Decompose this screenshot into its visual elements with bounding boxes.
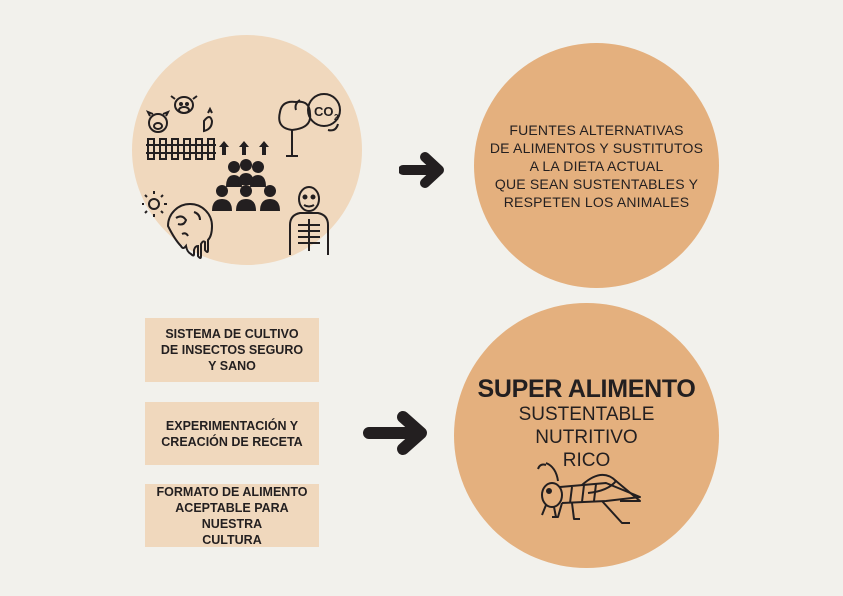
alternatives-text: FUENTES ALTERNATIVAS DE ALIMENTOS Y SUST… (490, 121, 703, 211)
alternatives-line: RESPETEN LOS ANIMALES (503, 193, 690, 210)
superfood-attribute: SUSTENTABLE (518, 404, 655, 425)
svg-text:CO: CO (314, 104, 334, 119)
superfood-attribute: RICO (562, 450, 611, 471)
arrow-right-icon (399, 152, 444, 188)
step-box-format: FORMATO DE ALIMENTO ACEPTABLE PARA NUEST… (145, 484, 319, 547)
alternatives-circle: FUENTES ALTERNATIVAS DE ALIMENTOS Y SUST… (474, 43, 719, 288)
superfood-title: SUPER ALIMENTO (477, 375, 696, 403)
problems-circle: CO 2 (132, 35, 362, 265)
step-box-cultivation: SISTEMA DE CULTIVO DE INSECTOS SEGURO Y … (145, 318, 319, 382)
alternatives-line: DE ALIMENTOS Y SUSTITUTOS (489, 139, 704, 156)
cricket-icon (537, 462, 641, 524)
co2-tree-icon: CO 2 (278, 93, 341, 157)
step-line: FORMATO DE ALIMENTO (156, 484, 308, 499)
step-line: EXPERIMENTACIÓN Y (165, 418, 299, 433)
alternatives-line: A LA DIETA ACTUAL (529, 157, 664, 174)
malnourished-person-icon (289, 186, 329, 255)
arrow-right-icon (363, 411, 427, 455)
livestock-icon (145, 95, 216, 160)
step-line: CREACIÓN DE RECETA (161, 434, 303, 449)
step-box-experimentation: EXPERIMENTACIÓN Y CREACIÓN DE RECETA (145, 402, 319, 465)
step-line: ACEPTABLE PARA NUESTRA (175, 500, 289, 531)
alternatives-line: QUE SEAN SUSTENTABLES Y (494, 175, 699, 192)
step-line: SISTEMA DE CULTIVO (165, 327, 299, 341)
step-line: Y SANO (208, 359, 256, 373)
population-growth-icon (212, 141, 280, 211)
superfood-attribute: NUTRITIVO (535, 427, 638, 448)
superfood-circle: SUPER ALIMENTO SUSTENTABLE NUTRITIVO RIC… (454, 303, 719, 568)
step-line: DE INSECTOS SEGURO (160, 343, 304, 357)
alternatives-line: FUENTES ALTERNATIVAS (509, 121, 684, 138)
step-line: CULTURA (202, 532, 262, 547)
svg-text:2: 2 (334, 113, 339, 122)
melting-earth-icon (142, 191, 214, 259)
